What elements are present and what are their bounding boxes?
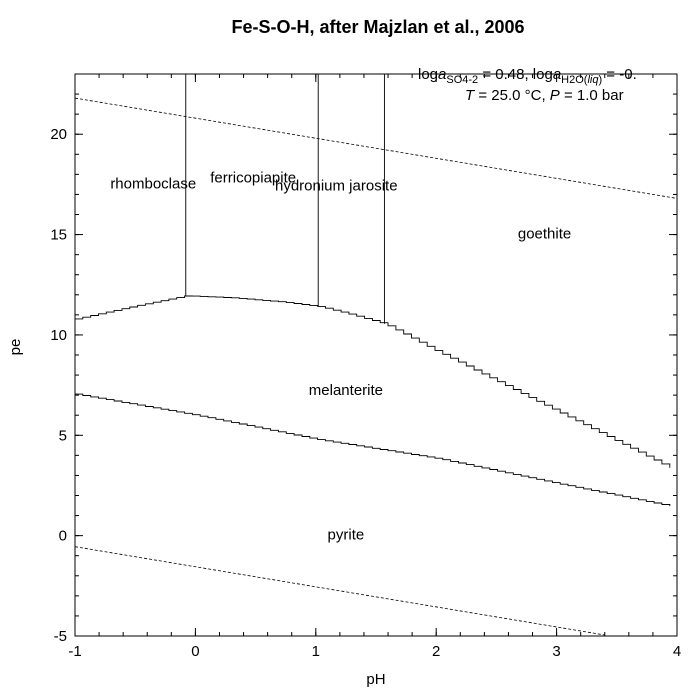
field-boundary-2 (75, 393, 671, 507)
activity-annotation: logaSO4-2 = 0.48, logaH2O(liq) = -0. (418, 66, 637, 86)
activity-symbol-2: a (553, 66, 561, 83)
activity-log-2: log (529, 66, 553, 83)
field-label-goethite: goethite (518, 226, 571, 243)
activity-value-1: = 0.48, (478, 66, 528, 83)
activity-symbol-1: a (438, 66, 446, 83)
chart-title: Fe-S-O-H, after Majzlan et al., 2006 (231, 17, 524, 37)
plot-frame (74, 73, 678, 637)
y-tick-label: 15 (50, 227, 67, 244)
pressure-value: = 1.0 bar (560, 87, 624, 104)
activity-sub-2-italic: liq (587, 74, 599, 86)
activity-value-2: = -0. (602, 66, 637, 83)
y-tick-label: 0 (59, 528, 67, 545)
activity-sub-2: H2O( (561, 74, 588, 86)
y-tick-label: 5 (59, 427, 67, 444)
x-tick-label: 4 (673, 643, 681, 660)
axis-ticks: -1 0 1 2 3 4 -5 0 5 10 15 20 (50, 73, 681, 660)
x-axis-label: pH (366, 671, 385, 688)
field-label-rhomboclase: rhomboclase (110, 175, 196, 192)
temperature-value: = 25.0 °C, (474, 87, 550, 104)
field-label-hydronium-jarosite: hydronium jarosite (275, 177, 398, 194)
x-tick-label: 2 (432, 643, 440, 660)
field-label-pyrite: pyrite (328, 527, 365, 544)
activity-sub-1: SO4-2 (446, 74, 478, 86)
temperature-pressure-annotation: T = 25.0 °C, P = 1.0 bar (465, 87, 624, 104)
y-tick-label: 10 (50, 327, 67, 344)
field-boundary-1 (75, 295, 671, 468)
temperature-symbol: T (465, 87, 476, 104)
y-tick-label: 20 (50, 126, 67, 143)
activity-log-1: log (418, 66, 438, 83)
y-tick-label: -5 (54, 628, 67, 645)
x-tick-label: 1 (312, 643, 320, 660)
x-tick-label: 3 (552, 643, 560, 660)
y-axis-label: pe (7, 339, 24, 356)
x-tick-label: 0 (191, 643, 199, 660)
pressure-symbol: P (550, 87, 560, 104)
activity-sub-2-end: ) (598, 74, 602, 86)
water-stability-line-1 (74, 97, 678, 199)
water-stability-line-2 (74, 546, 605, 636)
x-tick-label: -1 (68, 643, 81, 660)
field-label-ferricopiapite: ferricopiapite (210, 169, 296, 186)
field-label-melanterite: melanterite (309, 382, 383, 399)
